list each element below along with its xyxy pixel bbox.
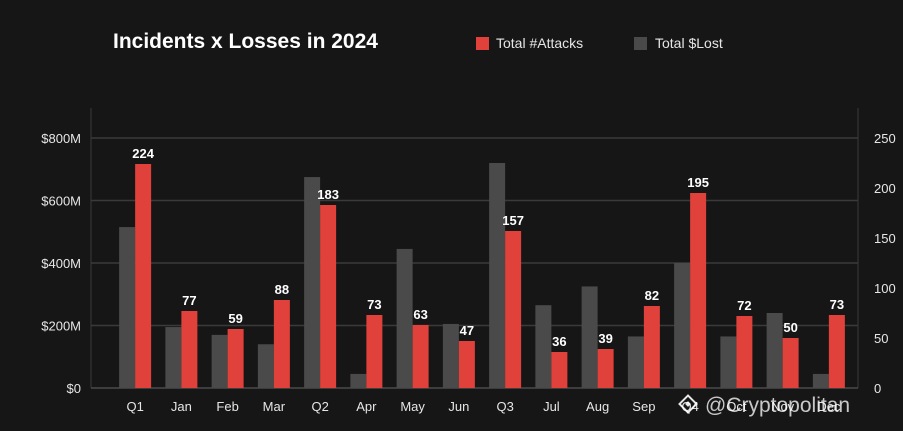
- attacks-value-label: 82: [645, 288, 659, 303]
- bar-total-attacks: [366, 315, 383, 388]
- bar-total-lost: [211, 334, 228, 388]
- category-label: May: [400, 399, 425, 414]
- watermark-text: @Cryptopolitan: [705, 394, 850, 417]
- left-tick-label: $200M: [41, 319, 81, 334]
- category-label: Jul: [543, 399, 560, 414]
- category-label: Q1: [126, 399, 143, 414]
- attacks-value-label: 183: [317, 187, 339, 202]
- category-label: Sep: [632, 399, 655, 414]
- bar-total-lost: [581, 286, 598, 388]
- bar-total-attacks: [181, 311, 198, 388]
- category-label: Aug: [586, 399, 609, 414]
- attacks-value-label: 88: [275, 282, 289, 297]
- bar-total-lost: [489, 163, 506, 388]
- left-tick-label: $800M: [41, 131, 81, 146]
- category-label: Apr: [356, 399, 377, 414]
- bar-total-attacks: [782, 338, 799, 388]
- bar-total-lost: [304, 177, 321, 388]
- bar-total-attacks: [505, 231, 522, 388]
- attacks-value-label: 224: [132, 146, 154, 161]
- bar-total-lost: [442, 323, 459, 388]
- category-label: Dec: [817, 399, 841, 414]
- bar-total-lost: [535, 305, 552, 388]
- right-tick-label: 150: [874, 231, 896, 246]
- bar-total-lost: [165, 327, 182, 388]
- attacks-value-label: 195: [687, 175, 709, 190]
- bar-total-lost: [396, 248, 413, 388]
- bar-total-attacks: [458, 341, 475, 388]
- category-label: Nov: [771, 399, 795, 414]
- attacks-value-label: 73: [367, 297, 381, 312]
- category-label: Mar: [263, 399, 286, 414]
- bar-total-attacks: [828, 315, 845, 388]
- right-tick-label: 50: [874, 331, 888, 346]
- attacks-value-label: 50: [783, 320, 797, 335]
- legend-swatch-attacks: [476, 37, 489, 50]
- watermark-logo-icon: [678, 394, 698, 414]
- bar-total-attacks: [736, 316, 753, 388]
- watermark: @Cryptopolitan: [678, 394, 850, 417]
- bar-total-attacks: [273, 300, 290, 388]
- right-tick-label: 250: [874, 131, 896, 146]
- attacks-value-label: 73: [830, 297, 844, 312]
- category-label: Oct: [726, 399, 747, 414]
- attacks-value-label: 72: [737, 298, 751, 313]
- left-tick-label: $600M: [41, 194, 81, 209]
- attacks-value-label: 59: [228, 311, 242, 326]
- attacks-value-label: 39: [598, 331, 612, 346]
- bar-total-lost: [766, 313, 783, 388]
- bar-total-lost: [674, 263, 691, 388]
- data-labels: 224 77 59 88 183 73 63 47 157 36 39 82 195 72 50 73: [132, 146, 844, 349]
- category-label: Feb: [216, 399, 238, 414]
- bar-total-lost: [720, 336, 737, 388]
- bar-total-lost: [627, 336, 644, 388]
- bar-total-lost: [812, 373, 829, 388]
- bars: [119, 163, 845, 388]
- bar-total-attacks: [551, 352, 568, 388]
- right-tick-label: 200: [874, 181, 896, 196]
- left-tick-label: $400M: [41, 256, 81, 271]
- attacks-value-label: 63: [413, 307, 427, 322]
- bar-total-lost: [119, 227, 136, 388]
- bar-total-attacks: [690, 193, 707, 388]
- right-tick-label: 100: [874, 281, 896, 296]
- attacks-value-label: 47: [460, 323, 474, 338]
- bar-total-attacks: [320, 205, 337, 388]
- attacks-value-label: 157: [502, 213, 524, 228]
- bar-total-attacks: [227, 329, 244, 388]
- bar-total-lost: [350, 373, 367, 388]
- attacks-value-label: 77: [182, 293, 196, 308]
- category-label: Q2: [311, 399, 328, 414]
- category-label: Q3: [496, 399, 513, 414]
- attacks-value-label: 36: [552, 334, 566, 349]
- category-label: Jan: [171, 399, 192, 414]
- bar-total-attacks: [643, 306, 660, 388]
- bar-total-lost: [257, 344, 274, 388]
- tick-labels: $0 $200M $400M $600M $800M 0 50 100 150 200 250 Q1 J…: [41, 131, 895, 414]
- bar-total-attacks: [135, 164, 152, 388]
- legend-label-lost: Total $Lost: [655, 35, 723, 51]
- left-tick-label: $0: [67, 381, 81, 396]
- category-label: Jun: [448, 399, 469, 414]
- bar-total-attacks: [597, 349, 614, 388]
- bar-total-attacks: [412, 325, 429, 388]
- chart-title: Incidents x Losses in 2024: [113, 30, 378, 53]
- legend-label-attacks: Total #Attacks: [496, 35, 583, 51]
- right-tick-label: 0: [874, 381, 881, 396]
- legend-swatch-lost: [634, 37, 647, 50]
